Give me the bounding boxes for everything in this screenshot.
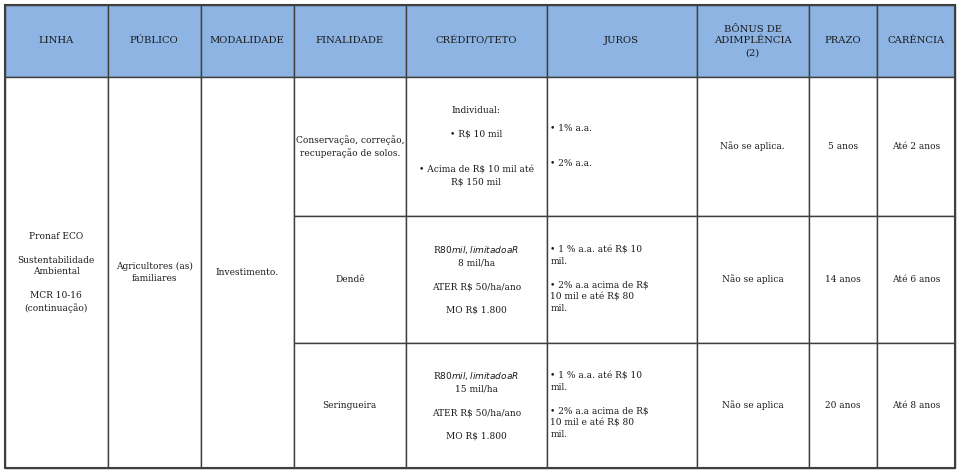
Text: LINHA: LINHA <box>38 36 74 45</box>
Bar <box>808 77 877 216</box>
Text: JUROS: JUROS <box>604 36 639 45</box>
Text: Individual:

• R$ 10 mil


• Acima de R$ 10 mil até
R$ 150 mil: Individual: • R$ 10 mil • Acima de R$ 10… <box>419 106 534 186</box>
Text: Até 8 anos: Até 8 anos <box>892 401 940 410</box>
Bar <box>546 343 697 468</box>
Text: Não se aplica: Não se aplica <box>722 401 783 411</box>
Bar <box>808 343 877 468</box>
Text: Não se aplica: Não se aplica <box>722 274 783 284</box>
Bar <box>877 343 955 468</box>
Bar <box>697 216 808 343</box>
Text: Não se aplica.: Não se aplica. <box>720 141 785 151</box>
Bar <box>294 343 406 468</box>
Text: 5 anos: 5 anos <box>828 142 858 151</box>
Text: Dendê: Dendê <box>335 275 365 284</box>
Text: BÔNUS DE
ADIMPLÊNCIA
(2): BÔNUS DE ADIMPLÊNCIA (2) <box>714 25 792 57</box>
Bar <box>697 343 808 468</box>
Text: R$ 80 mil, limitado a R$
8 mil/ha

ATER R$ 50/ha/ano

MO R$ 1.800: R$ 80 mil, limitado a R$ 8 mil/ha ATER R… <box>432 244 521 315</box>
Bar <box>108 5 201 77</box>
Text: 14 anos: 14 anos <box>825 275 861 284</box>
Bar <box>808 5 877 77</box>
Bar <box>546 216 697 343</box>
Text: FINALIDADE: FINALIDADE <box>316 36 384 45</box>
Text: Pronaf ECO

Sustentabilidade
Ambiental

MCR 10-16
(continuação): Pronaf ECO Sustentabilidade Ambiental MC… <box>17 232 95 313</box>
Text: CRÉDITO/TETO: CRÉDITO/TETO <box>436 36 516 45</box>
Bar <box>877 77 955 216</box>
Text: Seringueira: Seringueira <box>323 401 377 410</box>
Text: R$ 80 mil, limitado a R$
15 mil/ha

ATER R$ 50/ha/ano

MO R$ 1.800: R$ 80 mil, limitado a R$ 15 mil/ha ATER … <box>432 370 521 441</box>
Text: Até 2 anos: Até 2 anos <box>892 142 940 151</box>
Text: • 1% a.a.


• 2% a.a.: • 1% a.a. • 2% a.a. <box>550 124 592 168</box>
Bar <box>201 77 294 468</box>
Text: Até 6 anos: Até 6 anos <box>892 275 940 284</box>
Text: • 1 % a.a. até R$ 10
mil.

• 2% a.a acima de R$
10 mil e até R$ 80
mil.: • 1 % a.a. até R$ 10 mil. • 2% a.a acima… <box>550 371 649 439</box>
Bar <box>294 5 406 77</box>
Text: Agricultores (as)
familiares: Agricultores (as) familiares <box>116 262 193 283</box>
Bar <box>294 216 406 343</box>
Bar <box>546 5 697 77</box>
Bar <box>5 77 108 468</box>
Text: 20 anos: 20 anos <box>825 401 861 410</box>
Bar <box>108 77 201 468</box>
Text: PÚBLICO: PÚBLICO <box>130 36 179 45</box>
Text: Investimento.: Investimento. <box>216 268 278 277</box>
Text: CARÊNCIA: CARÊNCIA <box>887 36 945 45</box>
Bar <box>406 343 546 468</box>
Bar <box>697 77 808 216</box>
Bar <box>546 77 697 216</box>
Bar <box>406 77 546 216</box>
Bar <box>406 216 546 343</box>
Text: MODALIDADE: MODALIDADE <box>210 36 284 45</box>
Text: • 1 % a.a. até R$ 10
mil.

• 2% a.a acima de R$
10 mil e até R$ 80
mil.: • 1 % a.a. até R$ 10 mil. • 2% a.a acima… <box>550 245 649 313</box>
Bar <box>808 216 877 343</box>
Bar <box>5 5 108 77</box>
Text: PRAZO: PRAZO <box>825 36 861 45</box>
Bar <box>877 216 955 343</box>
Bar <box>877 5 955 77</box>
Bar <box>294 77 406 216</box>
Text: Conservação, correção,
recuperação de solos.: Conservação, correção, recuperação de so… <box>296 135 404 158</box>
Bar <box>697 5 808 77</box>
Bar <box>406 5 546 77</box>
Bar <box>201 5 294 77</box>
